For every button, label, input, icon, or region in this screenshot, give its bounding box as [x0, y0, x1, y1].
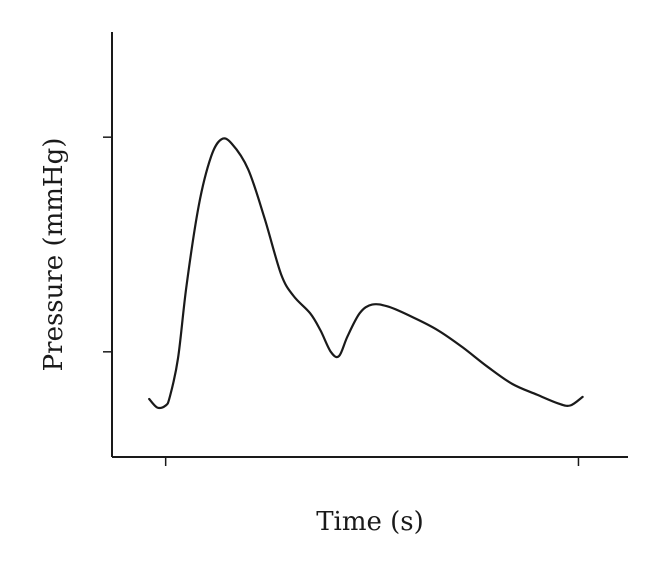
x-axis-label: Time (s)	[316, 507, 424, 537]
axis-ticks	[103, 136, 580, 466]
y-axis-label: Pressure (mmHg)	[39, 138, 69, 372]
pressure-curve	[148, 137, 584, 410]
